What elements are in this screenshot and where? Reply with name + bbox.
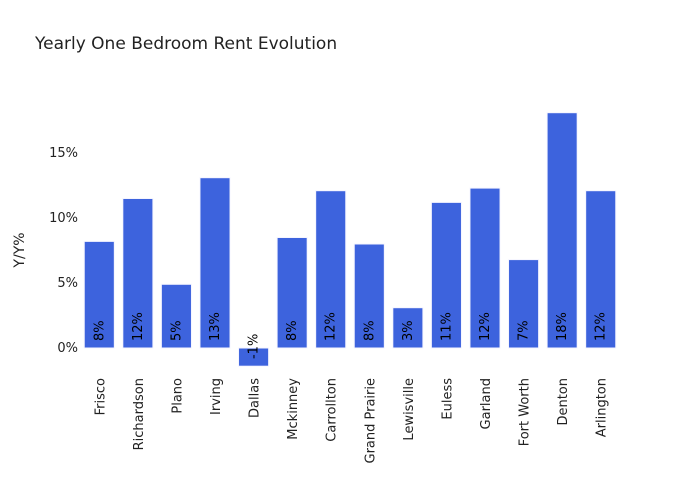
x-tick-label: Plano [170, 378, 185, 414]
bar [392, 307, 424, 349]
data-label: 12% [594, 312, 609, 341]
y-tick-label: 0% [57, 341, 78, 356]
bar [508, 259, 540, 349]
x-tick-label: Garland [479, 378, 494, 429]
x-tick-label: Arlington [595, 378, 610, 437]
y-tick-label: 10% [49, 211, 78, 226]
bar [276, 237, 308, 349]
data-label: 8% [362, 320, 377, 341]
bar [199, 177, 231, 349]
x-tick-label: Frisco [93, 378, 108, 415]
data-label: 12% [131, 312, 146, 341]
data-label: 5% [169, 320, 184, 341]
bar [430, 201, 462, 349]
data-label: 18% [555, 312, 570, 341]
x-tick-label: Irving [209, 378, 224, 415]
data-label: -1% [247, 334, 262, 359]
data-label: 12% [324, 312, 339, 341]
bar [83, 240, 115, 349]
x-tick-label: Fort Worth [518, 378, 533, 446]
data-label: 11% [439, 312, 454, 341]
data-label: 8% [285, 320, 300, 341]
bar [353, 243, 385, 349]
y-tick-label: 15% [49, 146, 78, 161]
x-tick-label: Richardson [132, 378, 147, 450]
data-label: 3% [401, 320, 416, 341]
bar [546, 112, 578, 349]
x-tick-label: Dallas [248, 378, 263, 418]
bar [122, 198, 154, 349]
x-tick-label: Grand Prairie [363, 378, 378, 464]
x-tick-label: Euless [440, 378, 455, 420]
data-label: 7% [517, 320, 532, 341]
bar [469, 187, 501, 349]
x-tick-label: Carrollton [325, 378, 340, 442]
bar [238, 347, 270, 367]
data-label: 13% [208, 312, 223, 341]
bar [585, 190, 617, 349]
data-label: 8% [92, 320, 107, 341]
bar [315, 190, 347, 349]
x-tick-label: Denton [556, 378, 571, 426]
x-tick-label: Mckinney [286, 378, 301, 440]
data-label: 12% [478, 312, 493, 341]
bar [160, 283, 192, 349]
y-tick-label: 5% [57, 276, 78, 291]
x-tick-label: Lewisville [402, 378, 417, 441]
chart-title: Yearly One Bedroom Rent Evolution [35, 34, 338, 54]
